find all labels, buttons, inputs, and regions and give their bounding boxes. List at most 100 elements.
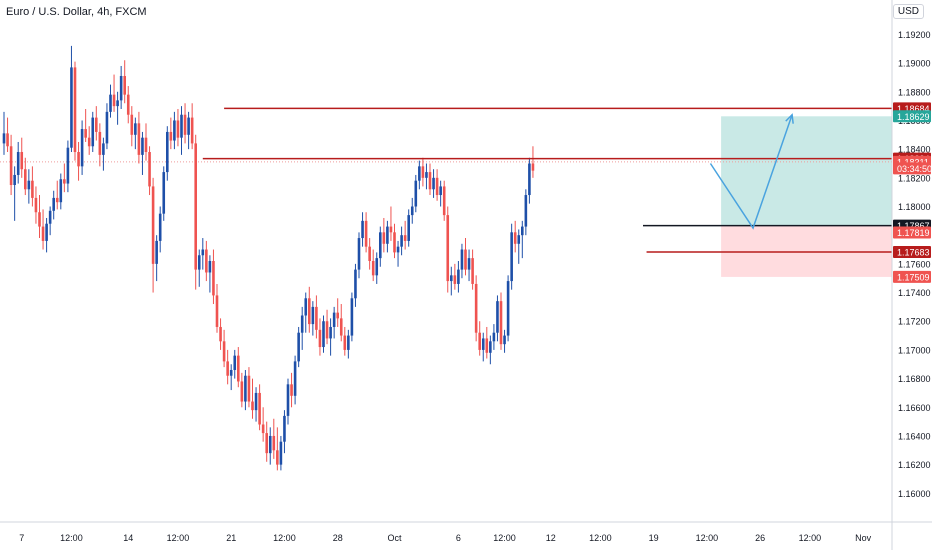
candle-body xyxy=(45,223,48,241)
candle xyxy=(134,117,137,150)
price-label-text: 1.17867 xyxy=(897,221,930,231)
candle xyxy=(27,169,31,204)
candle xyxy=(176,108,180,147)
candle-body xyxy=(212,261,215,296)
candle xyxy=(91,111,95,153)
candle xyxy=(371,249,375,282)
candle-body xyxy=(222,341,226,362)
candle-body xyxy=(59,179,63,203)
candle xyxy=(379,226,382,267)
candle xyxy=(141,131,144,175)
symbol-title[interactable]: Euro / U.S. Dollar, 4h, FXCM xyxy=(6,6,147,18)
candle-body xyxy=(240,381,244,402)
candle-body xyxy=(116,100,119,107)
candle-body xyxy=(148,152,151,187)
candle xyxy=(226,349,229,385)
candle xyxy=(87,126,91,155)
candle xyxy=(513,220,517,253)
candle-body xyxy=(489,341,492,353)
candle-body xyxy=(325,321,329,339)
price-label: 1.17819 xyxy=(893,226,931,239)
candle-body xyxy=(421,166,425,178)
candle-body xyxy=(481,338,485,350)
candle xyxy=(45,217,48,253)
candle xyxy=(474,275,478,342)
candle xyxy=(222,329,226,368)
candle xyxy=(237,347,240,388)
candle-body xyxy=(87,137,91,147)
candle xyxy=(364,212,368,253)
candle xyxy=(98,123,102,167)
candle xyxy=(247,367,251,408)
candle-body xyxy=(386,226,389,244)
time-tick-label: 12 xyxy=(546,533,556,543)
candle xyxy=(233,349,237,379)
candle xyxy=(499,292,503,350)
projection-path xyxy=(709,114,793,230)
candle-body xyxy=(63,179,66,184)
candle-body xyxy=(524,195,528,227)
candle-body xyxy=(315,306,318,330)
candle xyxy=(496,295,499,342)
candle-body xyxy=(407,215,410,241)
candle xyxy=(350,292,354,342)
candle-body xyxy=(247,375,251,402)
candle xyxy=(343,326,347,356)
currency-button[interactable]: USD xyxy=(892,4,924,19)
candle xyxy=(265,421,268,462)
candle xyxy=(478,321,481,356)
candle xyxy=(187,111,190,150)
candle-body xyxy=(528,163,531,196)
candle xyxy=(435,169,439,201)
candle-body xyxy=(283,415,286,442)
candle-body xyxy=(183,114,187,135)
candle xyxy=(261,407,265,442)
price-tick-label: 1.18400 xyxy=(898,145,931,155)
candle xyxy=(304,292,308,333)
candle-body xyxy=(332,312,336,327)
projection-arrowhead xyxy=(785,113,794,124)
candle xyxy=(80,120,84,175)
time-tick-label: 21 xyxy=(226,533,236,543)
candle xyxy=(59,173,63,210)
candle xyxy=(279,435,283,471)
candle-body xyxy=(375,258,379,276)
candle xyxy=(325,309,329,345)
candle xyxy=(38,195,41,239)
candle xyxy=(219,318,222,350)
candle-body xyxy=(144,137,148,153)
price-tick-label: 1.19000 xyxy=(898,59,931,69)
candle-body xyxy=(357,238,361,270)
candle-body xyxy=(276,450,279,465)
candle-body xyxy=(400,235,403,247)
candle-body xyxy=(467,258,471,270)
candle xyxy=(201,238,205,270)
candle-body xyxy=(123,76,126,95)
price-label-text: 1.17509 xyxy=(897,272,930,282)
candle-body xyxy=(347,335,350,350)
candle-body xyxy=(418,166,421,181)
candle xyxy=(31,166,34,207)
projection-arrow xyxy=(709,113,794,230)
candle-body xyxy=(233,355,237,370)
candle xyxy=(63,163,66,193)
candle-body xyxy=(304,298,308,316)
candle-body xyxy=(457,269,460,284)
candle-body xyxy=(265,433,268,454)
candle-body xyxy=(190,117,194,144)
candle-body xyxy=(102,143,105,155)
candle-body xyxy=(425,172,428,178)
candle xyxy=(453,263,457,290)
candle xyxy=(258,384,261,431)
price-labels: 1.186841.186291.183341.1831103:34:501.17… xyxy=(893,102,932,283)
candle xyxy=(169,117,173,150)
candle xyxy=(112,74,116,112)
candle xyxy=(208,255,212,293)
candle xyxy=(414,174,418,213)
candle xyxy=(389,206,393,241)
candle-body xyxy=(396,246,400,253)
candle-body xyxy=(464,249,467,270)
candle xyxy=(407,209,410,247)
